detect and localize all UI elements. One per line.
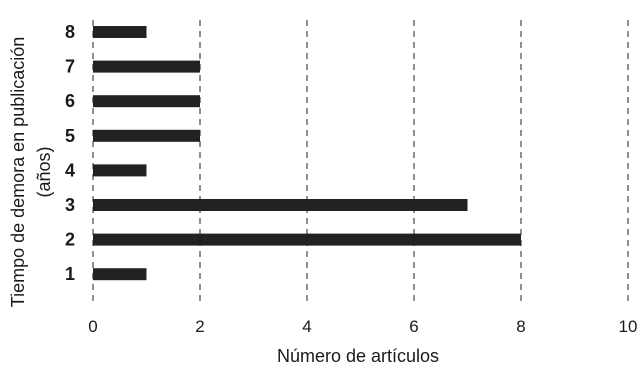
y-tick-label: 2 bbox=[65, 230, 75, 250]
x-tick-label: 4 bbox=[302, 317, 311, 336]
x-tick-label: 0 bbox=[88, 317, 97, 336]
bar-3 bbox=[93, 199, 468, 211]
y-tick-label: 8 bbox=[65, 22, 75, 42]
y-axis-label: Tiempo de demora en publicación (años) bbox=[8, 37, 54, 308]
y-tick-label: 6 bbox=[65, 91, 75, 111]
bar-7 bbox=[93, 60, 200, 73]
y-tick-label: 5 bbox=[65, 126, 75, 146]
y-axis-label-line-1: Tiempo de demora en publicación bbox=[8, 37, 28, 308]
y-tick-labels: 1 2 3 4 5 6 7 8 bbox=[65, 22, 75, 284]
y-tick-label: 3 bbox=[65, 195, 75, 215]
y-axis-label-line-2: (años) bbox=[34, 146, 54, 197]
bar-2 bbox=[93, 233, 521, 246]
x-axis-label: Número de artículos bbox=[277, 346, 439, 366]
bar-1 bbox=[93, 268, 147, 281]
x-tick-labels: 0 2 4 6 8 10 bbox=[88, 317, 637, 336]
bars bbox=[93, 26, 521, 281]
bar-5 bbox=[93, 129, 200, 142]
x-tick-label: 10 bbox=[619, 317, 637, 336]
bar-4 bbox=[93, 164, 147, 177]
bar-8 bbox=[93, 26, 147, 38]
x-tick-label: 8 bbox=[516, 317, 525, 336]
y-tick-label: 1 bbox=[65, 264, 75, 284]
bar-6 bbox=[93, 95, 200, 108]
x-tick-label: 2 bbox=[195, 317, 204, 336]
y-tick-label: 7 bbox=[65, 57, 75, 77]
x-tick-label: 6 bbox=[409, 317, 418, 336]
y-tick-label: 4 bbox=[65, 160, 75, 180]
